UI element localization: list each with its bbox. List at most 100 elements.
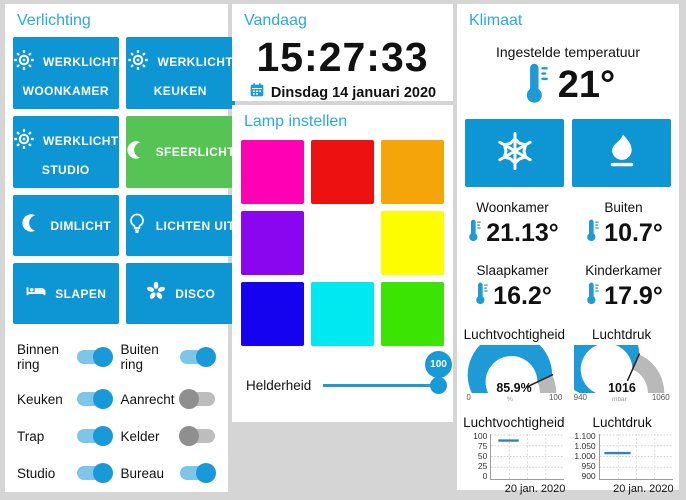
sensor-buiten: Buiten 10.7° <box>568 200 679 249</box>
setpoint-value: 21° <box>557 63 616 106</box>
color-swatch-grid <box>232 133 453 346</box>
thermometer-icon <box>584 281 600 312</box>
chart-luchtvochtigheid: Luchtvochtigheid 100 75 50 25 0 <box>463 415 566 495</box>
y-tick: 950 <box>581 461 596 471</box>
button-label: DISCO <box>175 286 216 301</box>
button-label: WERKLICHT <box>43 134 119 148</box>
swatch-green[interactable] <box>381 282 444 346</box>
switch-label: Aanrecht <box>120 391 175 407</box>
button-label: DIMLICHT <box>50 218 112 233</box>
sensor-slaapkamer: Slaapkamer 16.2° <box>457 263 568 312</box>
toggle-studio[interactable] <box>76 463 113 483</box>
switch-grid: Binnen ring Buiten ring Keuken Aanrecht … <box>5 324 228 483</box>
y-tick: 1.050 <box>574 441 596 451</box>
button-slapen[interactable]: SLAPEN <box>13 263 119 324</box>
switch-label: Kelder <box>120 428 160 444</box>
panel-title-lamp: Lamp instellen <box>244 113 348 130</box>
switch-label: Bureau <box>120 465 165 481</box>
swatch-orange[interactable] <box>381 140 444 204</box>
sun-icon <box>13 127 35 155</box>
toggle-aanrecht[interactable] <box>179 389 216 409</box>
sensor-woonkamer: Woonkamer 21.13° <box>457 200 568 249</box>
swatch-white[interactable] <box>311 211 374 275</box>
panel-title-klimaat: Klimaat <box>469 12 523 29</box>
clock-display: 15:27:33 <box>256 34 429 80</box>
panel-title-verlichting: Verlichting <box>17 12 91 29</box>
toggle-trap[interactable] <box>76 426 113 446</box>
thermometer-icon <box>584 218 600 249</box>
light-button-grid: WERKLICHT WOONKAMER WERKLICHT KEUKEN WER… <box>5 32 235 324</box>
panel-lamp-instellen: Lamp instellen Helderheid 100 <box>232 105 453 422</box>
brightness-slider[interactable]: 100 <box>323 351 452 398</box>
toggle-bureau[interactable] <box>179 463 216 483</box>
button-lichten-uit[interactable]: LICHTEN UIT <box>125 195 235 256</box>
temperature-sensors: Woonkamer 21.13° Buiten 10.7° Slaapkamer… <box>457 200 679 312</box>
y-tick: 100 <box>473 431 488 441</box>
gauge-luchtvochtigheid: Luchtvochtigheid 85.9% 0 % 100 <box>463 327 565 403</box>
button-label: LICHTEN UIT <box>155 218 235 233</box>
heating-button[interactable] <box>572 119 671 187</box>
calendar-icon <box>249 82 265 103</box>
svg-text:85.9%: 85.9% <box>497 381 532 395</box>
toggle-kelder[interactable] <box>179 426 216 446</box>
y-tick: 75 <box>477 441 488 451</box>
switch-label: Trap <box>17 428 45 444</box>
brightness-label: Helderheid <box>246 377 312 393</box>
panel-title-vandaag: Vandaag <box>244 12 307 29</box>
sun-icon <box>127 48 150 76</box>
button-werklicht-studio[interactable]: WERKLICHT STUDIO <box>13 116 119 188</box>
y-tick: 50 <box>477 451 488 461</box>
button-sublabel: WOONKAMER <box>22 83 109 98</box>
x-axis-label: 20 jan. 2020 <box>504 483 566 495</box>
button-label: WERKLICHT <box>43 55 119 69</box>
swatch-red[interactable] <box>311 140 374 204</box>
switch-label: Binnen ring <box>17 342 60 372</box>
panel-klimaat: Klimaat Ingestelde temperatuur 21° Woonk… <box>457 4 679 495</box>
y-tick: 25 <box>477 461 488 471</box>
switch-label: Buiten ring <box>120 342 159 372</box>
moon-icon <box>126 139 148 166</box>
toggle-binnen-ring[interactable] <box>76 347 113 367</box>
switch-label: Keuken <box>17 391 63 407</box>
snowflake-icon <box>494 130 536 177</box>
y-tick: 0 <box>482 471 488 481</box>
switch-label: Studio <box>17 465 56 481</box>
y-tick: 1.000 <box>574 451 596 461</box>
swatch-blue[interactable] <box>241 282 304 346</box>
cooling-button[interactable] <box>465 119 564 187</box>
button-dimlicht[interactable]: DIMLICHT <box>13 195 119 256</box>
button-sfeerlicht[interactable]: SFEERLICHT <box>125 116 235 188</box>
button-label: SFEERLICHT <box>155 145 235 159</box>
swatch-yellow[interactable] <box>381 211 444 275</box>
button-sublabel: KEUKEN <box>153 83 207 98</box>
button-werklicht-keuken[interactable]: WERKLICHT KEUKEN <box>125 37 235 109</box>
disco-icon <box>145 280 167 307</box>
moon-icon <box>21 212 43 239</box>
swatch-cyan[interactable] <box>311 282 374 346</box>
setpoint-label: Ingestelde temperatuur <box>496 44 640 60</box>
gauge-luchtdruk: Luchtdruk 1016 940 mbar 1060 <box>572 327 672 403</box>
button-disco[interactable]: DISCO <box>125 263 235 324</box>
button-werklicht-woonkamer[interactable]: WERKLICHT WOONKAMER <box>13 37 119 109</box>
thermometer-icon <box>521 62 550 108</box>
panel-vandaag: Vandaag 15:27:33 Dinsdag 14 januari 2020 <box>232 4 453 101</box>
sun-icon <box>13 48 35 76</box>
x-axis-label: 20 jan. 2020 <box>613 483 674 495</box>
button-label: SLAPEN <box>55 286 107 301</box>
slider-knob[interactable] <box>430 377 447 394</box>
panel-verlichting: Verlichting WERKLICHT WOONKAMER WERKLICH… <box>5 4 235 492</box>
swatch-magenta[interactable] <box>241 140 304 204</box>
swatch-purple[interactable] <box>241 211 304 275</box>
thermometer-icon <box>473 281 489 312</box>
svg-text:1016: 1016 <box>608 381 636 395</box>
y-tick: 1.100 <box>574 431 596 441</box>
bulb-icon <box>126 212 148 239</box>
toggle-buiten-ring[interactable] <box>179 347 216 367</box>
flame-icon <box>601 130 643 177</box>
toggle-keuken[interactable] <box>76 389 113 409</box>
slider-fill <box>323 384 439 387</box>
chart-luchtdruk: Luchtdruk 1.100 1.050 1.000 950 900 <box>571 415 674 495</box>
slider-value-balloon: 100 <box>425 351 452 378</box>
thermometer-icon <box>466 218 482 249</box>
